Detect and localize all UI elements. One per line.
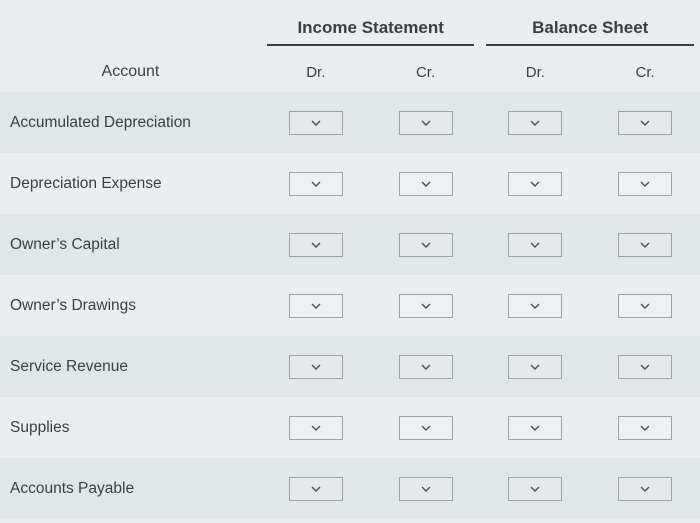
group-header-balance-sheet: Balance Sheet [486,18,694,46]
chevron-down-icon [421,303,431,309]
chevron-down-icon [421,425,431,431]
dropdown-balance-cr[interactable] [618,355,672,379]
table-row: Owner’s Drawings [0,275,700,336]
dropdown-income-cr[interactable] [399,477,453,501]
dropdown-income-cr[interactable] [399,294,453,318]
table-row: Supplies [0,397,700,458]
dropdown-income-dr[interactable] [289,477,343,501]
table-row: Service Revenue [0,336,700,397]
account-label: Depreciation Expense [0,175,261,193]
dropdown-balance-dr[interactable] [508,355,562,379]
dropdown-income-cr[interactable] [399,233,453,257]
chevron-down-icon [530,120,540,126]
dropdown-income-dr[interactable] [289,111,343,135]
chevron-down-icon [421,364,431,370]
dropdown-balance-dr[interactable] [508,477,562,501]
chevron-down-icon [311,242,321,248]
dropdown-balance-cr[interactable] [618,233,672,257]
table-row: Accounts Payable [0,458,700,519]
dropdown-balance-cr[interactable] [618,111,672,135]
chevron-down-icon [530,242,540,248]
table-row: Depreciation Expense [0,153,700,214]
account-label: Supplies [0,419,261,437]
dropdown-balance-dr[interactable] [508,416,562,440]
column-header-account: Account [0,63,261,81]
chevron-down-icon [421,120,431,126]
chevron-down-icon [530,303,540,309]
dropdown-balance-cr[interactable] [618,294,672,318]
dropdown-balance-dr[interactable] [508,111,562,135]
account-label: Accounts Payable [0,480,261,498]
group-header-income-statement: Income Statement [267,18,475,46]
column-header-balance-dr: Dr. [483,64,587,81]
dropdown-income-cr[interactable] [399,355,453,379]
dropdown-income-dr[interactable] [289,172,343,196]
dropdown-balance-cr[interactable] [618,477,672,501]
account-label: Owner’s Capital [0,236,261,254]
dropdown-balance-dr[interactable] [508,294,562,318]
group-header-row: Income Statement Balance Sheet [0,0,700,52]
dropdown-income-dr[interactable] [289,294,343,318]
chevron-down-icon [640,486,650,492]
dropdown-balance-cr[interactable] [618,416,672,440]
dropdown-income-cr[interactable] [399,416,453,440]
chevron-down-icon [640,181,650,187]
table-row: Accumulated Depreciation [0,92,700,153]
column-header-income-cr: Cr. [374,64,478,81]
dropdown-income-dr[interactable] [289,233,343,257]
account-label: Service Revenue [0,358,261,376]
chevron-down-icon [640,425,650,431]
account-label: Owner’s Drawings [0,297,261,315]
dropdown-balance-dr[interactable] [508,233,562,257]
dropdown-income-cr[interactable] [399,111,453,135]
chevron-down-icon [530,364,540,370]
dropdown-balance-cr[interactable] [618,172,672,196]
dropdown-balance-dr[interactable] [508,172,562,196]
chevron-down-icon [530,486,540,492]
chevron-down-icon [311,181,321,187]
account-label: Accumulated Depreciation [0,114,261,132]
chevron-down-icon [311,303,321,309]
chevron-down-icon [530,425,540,431]
data-rows: Accumulated Depreciation Depreciation Ex… [0,92,700,519]
column-header-income-dr: Dr. [264,64,368,81]
dropdown-income-dr[interactable] [289,416,343,440]
chevron-down-icon [530,181,540,187]
chevron-down-icon [421,486,431,492]
chevron-down-icon [311,425,321,431]
chevron-down-icon [640,364,650,370]
chevron-down-icon [640,120,650,126]
table-row: Owner’s Capital [0,214,700,275]
chevron-down-icon [311,486,321,492]
chevron-down-icon [311,364,321,370]
worksheet: Income Statement Balance Sheet Account D… [0,0,700,523]
chevron-down-icon [640,303,650,309]
dropdown-income-cr[interactable] [399,172,453,196]
column-header-balance-cr: Cr. [593,64,697,81]
chevron-down-icon [421,242,431,248]
column-header-row: Account Dr. Cr. Dr. Cr. [0,52,700,92]
dropdown-income-dr[interactable] [289,355,343,379]
chevron-down-icon [640,242,650,248]
chevron-down-icon [421,181,431,187]
chevron-down-icon [311,120,321,126]
